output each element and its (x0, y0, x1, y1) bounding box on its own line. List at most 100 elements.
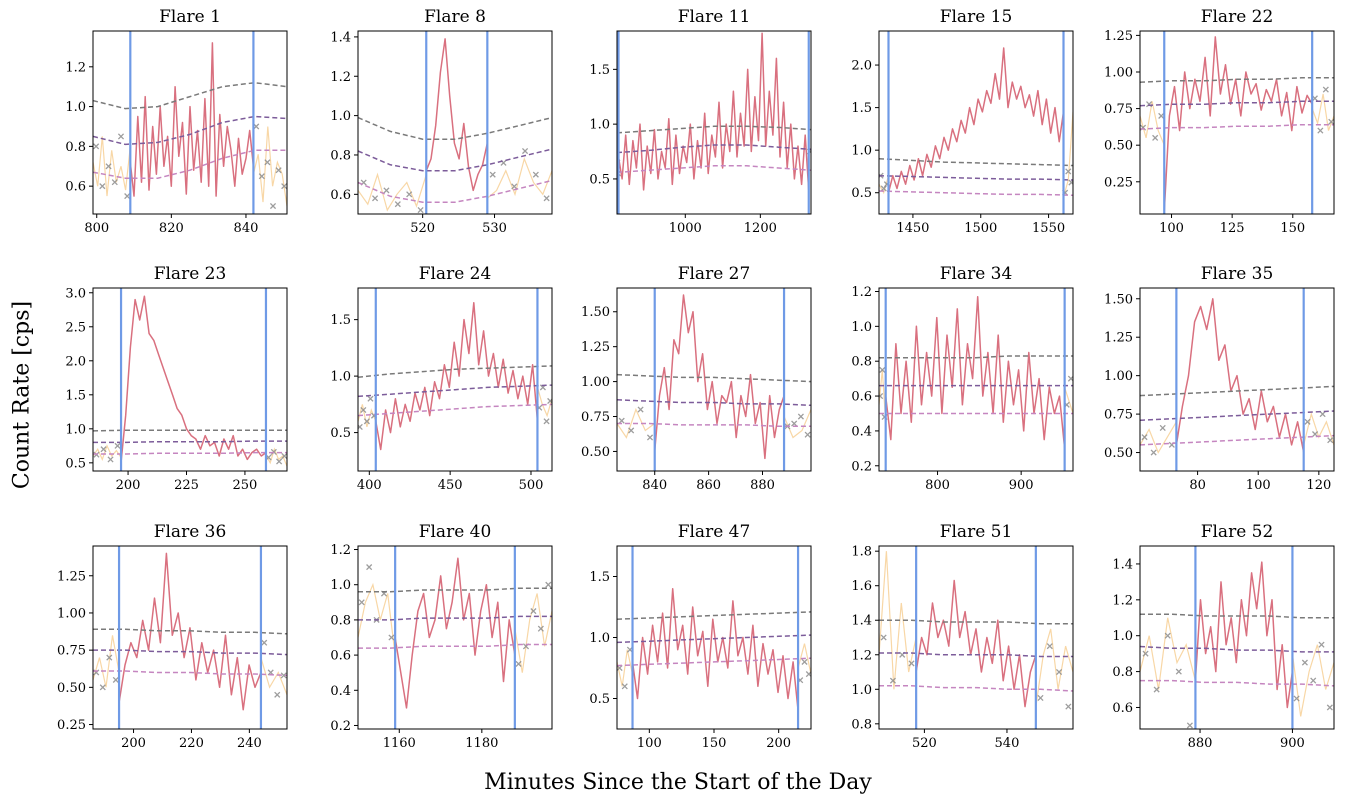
background-marker (388, 634, 395, 641)
y-tick-label: 1.25 (1104, 331, 1133, 346)
background-marker (114, 442, 121, 449)
background-marker (1046, 643, 1053, 650)
y-tick-label: 1.4 (1112, 557, 1133, 572)
y-tick-label: 1.25 (581, 340, 610, 355)
background-marker (372, 195, 379, 202)
model-curve-2 (879, 652, 1073, 658)
background-marker (530, 608, 537, 615)
background-marker (1065, 168, 1072, 175)
flare-series (915, 579, 1037, 708)
background-marker (106, 654, 113, 661)
background-marker (1158, 112, 1165, 119)
x-tick-label: 100 (637, 736, 662, 751)
model-curve-3 (93, 670, 287, 677)
x-tick-label: 1160 (383, 736, 416, 751)
background-marker (105, 163, 112, 170)
y-tick-label: 1.0 (851, 683, 872, 698)
flare-series (1194, 561, 1294, 709)
y-tick-label: 3.0 (65, 286, 86, 301)
background-marker (1319, 411, 1326, 418)
flare-series (617, 32, 810, 191)
flare-series (129, 42, 255, 197)
subplot-6: 200 225 250 0.5 1.0 1.5 2.0 2.5 3.0 Flare 23 (65, 264, 288, 493)
x-tick-label: 900 (1009, 478, 1034, 493)
y-tick-label: 1.5 (851, 101, 872, 116)
background-marker (1142, 650, 1149, 657)
y-tick-label: 1.5 (330, 313, 351, 328)
model-curve-3 (617, 165, 811, 174)
model-curve-3 (93, 149, 287, 179)
background-marker (618, 417, 625, 424)
background-series-pre (358, 582, 396, 656)
subplot-9: 800 900 0.2 0.4 0.6 0.8 1.0 1.2 Flare 34 (851, 264, 1074, 493)
x-tick-label: 820 (159, 221, 184, 236)
y-tick-label: 1.8 (851, 545, 872, 560)
y-tick-label: 0.8 (851, 717, 872, 732)
background-marker (1175, 668, 1182, 675)
subplot-title: Flare 1 (159, 7, 221, 27)
background-marker (1056, 668, 1063, 676)
flare-series (375, 301, 539, 451)
background-marker (276, 458, 283, 465)
background-marker (269, 202, 277, 210)
model-curve-3 (1140, 123, 1334, 130)
y-tick-label: 0.75 (581, 410, 610, 425)
subplot-10: 80 100 120 0.50 0.75 1.00 1.25 1.50 Flare 35 (1104, 264, 1335, 493)
y-tick-label: 0.75 (1104, 102, 1133, 117)
background-marker (1065, 703, 1072, 710)
x-tick-label: 1180 (465, 736, 498, 751)
y-tick-label: 0.6 (330, 188, 351, 203)
model-curve-1 (358, 365, 552, 378)
model-curve-3 (879, 190, 1073, 197)
background-marker (274, 691, 281, 698)
x-tick-label: 880 (1188, 736, 1213, 751)
y-tick-label: 1.2 (330, 543, 351, 558)
y-tick-label: 0.8 (330, 148, 351, 163)
x-tick-label: 840 (642, 478, 667, 493)
background-marker (1328, 118, 1334, 125)
y-tick-label: 1.5 (589, 63, 610, 78)
y-tick-label: 0.5 (65, 456, 86, 471)
background-marker (1318, 641, 1325, 648)
figure-x-axis-label: Minutes Since the Start of the Day (484, 770, 872, 795)
background-marker (1322, 86, 1329, 93)
model-curve-1 (879, 355, 1073, 359)
background-marker (261, 639, 268, 646)
x-tick-label: 540 (995, 736, 1020, 751)
subplot-11: 200 220 240 0.25 0.50 0.75 1.00 1.25 Flare 36 (57, 522, 288, 751)
x-tick-label: 1000 (669, 221, 702, 236)
background-marker (1326, 704, 1333, 711)
background-marker (543, 195, 550, 202)
background-series-post (1303, 411, 1334, 446)
x-tick-label: 100 (1159, 221, 1184, 236)
background-marker (880, 634, 887, 641)
x-tick-label: 520 (410, 221, 435, 236)
plot-area (358, 288, 552, 471)
model-curve-2 (358, 148, 552, 172)
y-tick-label: 1.0 (851, 320, 872, 335)
y-tick-label: 1.0 (589, 631, 610, 646)
y-tick-label: 0.8 (851, 355, 872, 370)
background-marker (1301, 659, 1308, 666)
axes-frame (92, 545, 288, 730)
background-marker (383, 187, 390, 194)
flare-series (120, 295, 267, 463)
x-tick-label: 240 (237, 736, 262, 751)
model-curve-1 (617, 611, 811, 620)
model-curve-2 (1140, 645, 1334, 653)
background-series-pre (1140, 421, 1177, 454)
y-tick-label: 0.50 (581, 445, 610, 460)
y-tick-label: 1.0 (589, 118, 610, 133)
model-curve-1 (1140, 77, 1334, 83)
y-tick-label: 1.00 (57, 606, 86, 621)
plot-area (358, 546, 552, 729)
y-tick-label: 2.0 (851, 59, 872, 74)
y-tick-label: 1.0 (330, 109, 351, 124)
x-tick-label: 1450 (896, 221, 929, 236)
x-tick-label: 200 (766, 736, 791, 751)
flare-series (884, 295, 1066, 449)
y-tick-label: 0.2 (330, 719, 351, 734)
background-marker (621, 683, 628, 690)
model-curve-3 (93, 451, 287, 455)
x-tick-label: 1200 (744, 221, 777, 236)
